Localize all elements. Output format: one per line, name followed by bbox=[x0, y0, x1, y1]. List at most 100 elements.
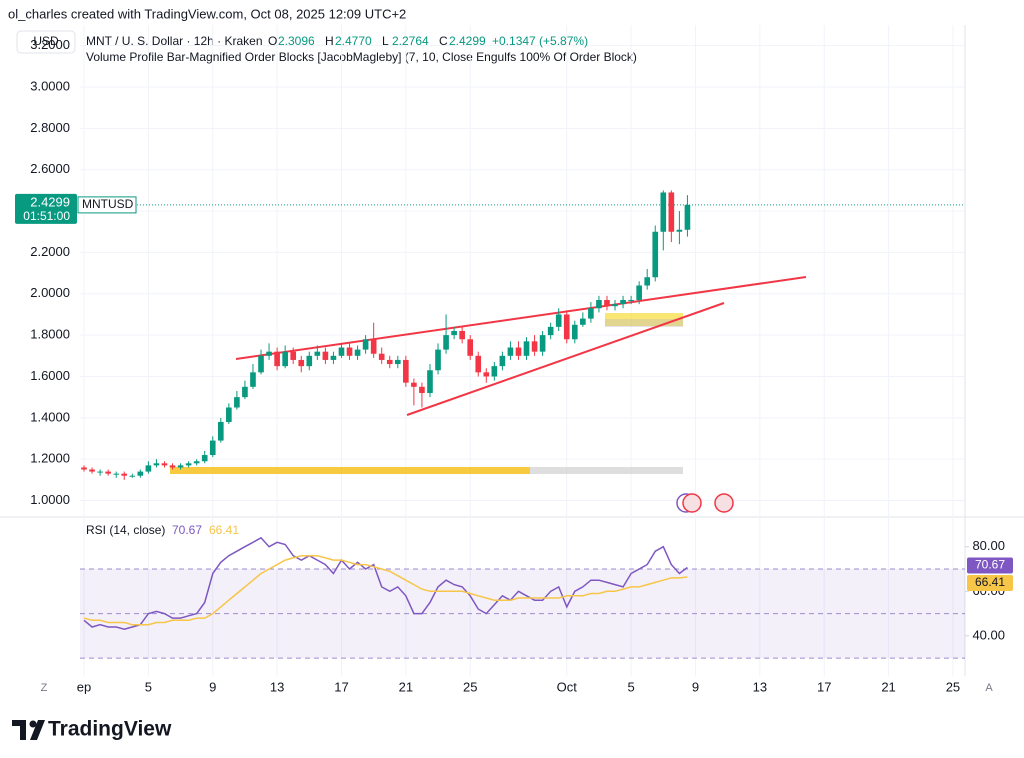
candle-body bbox=[137, 471, 144, 476]
currency-button[interactable] bbox=[16, 30, 76, 54]
x-tick-label: 9 bbox=[692, 679, 699, 694]
brand-logo bbox=[12, 720, 45, 740]
candle-body bbox=[322, 351, 329, 360]
candle-body bbox=[161, 463, 168, 466]
candle-body bbox=[89, 469, 95, 472]
trend-line[interactable] bbox=[406, 302, 725, 416]
rsi-line bbox=[83, 554, 688, 626]
x-tick-label: 17 bbox=[817, 679, 831, 694]
symbol-tag bbox=[77, 196, 137, 214]
candle-body bbox=[676, 229, 683, 232]
candle-body bbox=[539, 335, 546, 352]
legend-symbol: MNT / U. S. Dollar · 12h · Kraken bbox=[86, 34, 263, 48]
legend-ohlc-value: 2.4299 bbox=[449, 34, 486, 48]
candle-body bbox=[459, 330, 465, 340]
candle-body bbox=[604, 299, 610, 307]
candle-body bbox=[226, 407, 232, 422]
rsi-scale-tag bbox=[967, 575, 1013, 592]
brand: TradingView bbox=[48, 718, 172, 741]
y-tick-label: 2.0000 bbox=[30, 285, 70, 300]
rsi-legend-value: 70.67 bbox=[172, 523, 202, 537]
candle-body bbox=[435, 349, 441, 371]
brand-icon bbox=[29, 720, 37, 728]
y-tick-label: 1.6000 bbox=[30, 368, 70, 383]
candle-body bbox=[346, 347, 353, 356]
candle-body bbox=[169, 465, 176, 468]
candle-body bbox=[596, 299, 602, 309]
candle-body bbox=[660, 192, 667, 232]
y-tick-label: 1.4000 bbox=[30, 409, 70, 424]
candle-body bbox=[427, 370, 433, 394]
candle-body bbox=[185, 463, 192, 466]
y-tick-label: 80.00 bbox=[972, 538, 1005, 553]
x-tick-label: 13 bbox=[270, 679, 284, 694]
candle-body bbox=[403, 359, 409, 383]
candle-body bbox=[274, 351, 280, 367]
event-icon[interactable] bbox=[714, 493, 734, 513]
candle-body bbox=[547, 326, 554, 336]
axis-button[interactable]: Z bbox=[41, 682, 48, 694]
y-tick-label: 2.8000 bbox=[30, 120, 70, 135]
candle-body bbox=[290, 351, 297, 360]
axis-button[interactable]: A bbox=[985, 682, 993, 694]
candle-body bbox=[523, 341, 530, 356]
candle-body bbox=[507, 347, 514, 356]
trend-line[interactable] bbox=[235, 276, 807, 360]
y-tick-label: 1.0000 bbox=[30, 492, 70, 507]
candle-body bbox=[636, 285, 642, 300]
legend-ohlc-value: 2.2764 bbox=[392, 34, 429, 48]
order-block bbox=[605, 319, 683, 327]
x-tick-label: 13 bbox=[753, 679, 767, 694]
candle-body bbox=[394, 359, 401, 365]
candle-body bbox=[121, 473, 128, 476]
candle-body bbox=[475, 355, 482, 373]
legend-ohlc-label: O bbox=[268, 34, 277, 48]
legend-ohlc-value: 2.4770 bbox=[335, 34, 372, 48]
event-icon[interactable] bbox=[682, 493, 702, 513]
x-tick-label: Oct bbox=[557, 679, 578, 694]
y-tick-label: 3.2000 bbox=[30, 37, 70, 52]
rsi-scale-tag-label: 70.67 bbox=[975, 558, 1005, 572]
legend-ohlc-label: H bbox=[325, 34, 334, 48]
candle-body bbox=[217, 421, 224, 441]
candle-body bbox=[483, 372, 490, 377]
currency-label[interactable]: USD bbox=[33, 34, 59, 48]
candle-body bbox=[531, 341, 538, 352]
price-tag-countdown: 01:51:00 bbox=[23, 209, 70, 223]
candle-body bbox=[258, 355, 264, 373]
x-tick-label: 25 bbox=[946, 679, 960, 694]
candle-body bbox=[306, 355, 313, 367]
candle-body bbox=[684, 204, 691, 230]
legend-ohlc-value: 2.3096 bbox=[278, 34, 315, 48]
volume-profile-bar bbox=[530, 467, 683, 474]
candle-body bbox=[314, 351, 321, 356]
candle-body bbox=[209, 440, 216, 456]
candle-body bbox=[443, 335, 449, 350]
candle-body bbox=[386, 359, 393, 365]
candle-body bbox=[97, 471, 103, 473]
symbol-tag-label: MNTUSD bbox=[82, 197, 134, 211]
y-tick-label: 40.00 bbox=[972, 627, 1005, 642]
candle-body bbox=[362, 339, 369, 350]
price-tag bbox=[15, 193, 77, 224]
candle-body bbox=[467, 339, 474, 356]
candle-body bbox=[571, 324, 578, 340]
legend-indicator: Volume Profile Bar-Magnified Order Block… bbox=[86, 50, 637, 64]
y-tick-label: 2.2000 bbox=[30, 244, 70, 259]
x-tick-label: 9 bbox=[209, 679, 216, 694]
candle-body bbox=[419, 386, 425, 394]
candle-body bbox=[129, 475, 136, 477]
candle-body bbox=[201, 455, 208, 462]
rsi-title: RSI (14, close) bbox=[86, 523, 165, 537]
candle-body bbox=[612, 304, 618, 307]
candle-body bbox=[588, 308, 594, 319]
candle-body bbox=[242, 386, 248, 398]
y-tick-label: 1.8000 bbox=[30, 327, 70, 342]
candle-body bbox=[563, 314, 570, 340]
candle-body bbox=[411, 382, 417, 387]
candle-body bbox=[354, 349, 361, 356]
grid bbox=[80, 45, 969, 637]
candle-body bbox=[330, 355, 337, 360]
